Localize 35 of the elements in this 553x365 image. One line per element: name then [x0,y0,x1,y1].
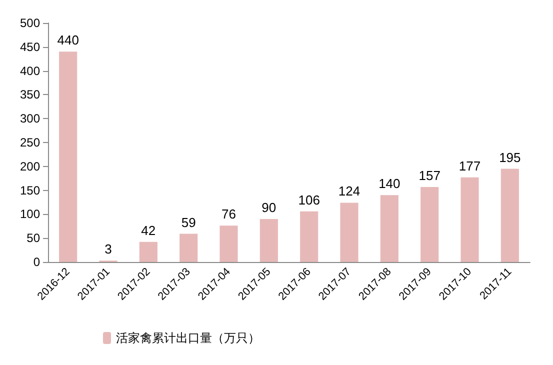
y-tick-label: 500 [20,16,40,30]
data-label: 3 [104,242,112,257]
legend-label: 活家禽累计出口量（万只） [116,331,260,345]
data-label: 106 [298,192,320,208]
bar [340,202,358,262]
bar [220,226,238,262]
data-label: 76 [222,206,236,222]
bar [460,177,479,262]
data-label: 90 [262,200,276,215]
bar [300,211,318,262]
data-label: 177 [458,158,481,174]
bar [420,186,439,262]
bar [500,168,519,262]
bar [380,195,398,262]
data-label: 124 [338,184,360,199]
y-tick-label: 250 [20,136,40,150]
y-tick-label: 400 [20,64,40,78]
bar [59,52,78,262]
y-tick-label: 200 [20,159,40,174]
y-tick-label: 100 [20,207,40,222]
y-tick-label: 450 [20,40,40,54]
y-tick-label: 350 [20,88,40,102]
data-label: 440 [57,32,79,48]
data-label: 59 [181,214,196,230]
y-tick-label: 50 [26,231,40,246]
y-tick-label: 150 [20,183,40,198]
data-label: 195 [499,150,521,165]
bar [180,234,198,262]
data-label: 140 [378,176,400,192]
data-label: 157 [418,168,440,183]
bar [260,218,278,262]
data-label: 42 [141,222,156,238]
y-tick-label: 0 [33,255,40,269]
bar [139,242,158,262]
y-tick-label: 300 [20,112,40,126]
